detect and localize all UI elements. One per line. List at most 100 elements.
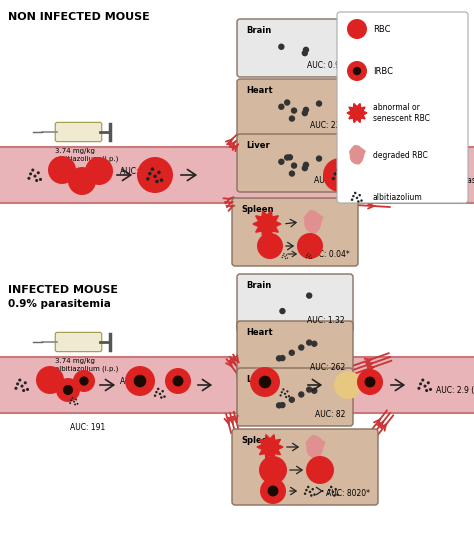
Circle shape <box>419 383 422 385</box>
Circle shape <box>75 398 77 401</box>
Polygon shape <box>347 104 367 123</box>
Circle shape <box>157 387 159 390</box>
Circle shape <box>333 494 336 496</box>
Circle shape <box>37 171 40 174</box>
Circle shape <box>163 395 166 398</box>
Circle shape <box>160 178 164 182</box>
FancyBboxPatch shape <box>55 122 102 142</box>
Circle shape <box>287 257 288 259</box>
Circle shape <box>412 171 415 174</box>
Circle shape <box>418 387 420 390</box>
Circle shape <box>36 366 64 394</box>
Circle shape <box>330 486 332 488</box>
Polygon shape <box>304 210 323 233</box>
Circle shape <box>63 385 73 395</box>
Circle shape <box>317 156 321 161</box>
Circle shape <box>276 403 282 408</box>
Circle shape <box>283 253 285 255</box>
Circle shape <box>146 177 150 181</box>
Circle shape <box>307 340 312 345</box>
Circle shape <box>347 19 367 39</box>
Circle shape <box>427 382 430 384</box>
Circle shape <box>56 378 80 402</box>
Circle shape <box>148 172 152 175</box>
Circle shape <box>307 253 309 255</box>
FancyBboxPatch shape <box>232 429 378 505</box>
Circle shape <box>402 177 405 180</box>
Circle shape <box>285 155 290 160</box>
Text: AUC: 1.32: AUC: 1.32 <box>307 316 345 325</box>
Circle shape <box>307 293 312 298</box>
Circle shape <box>306 456 334 484</box>
Circle shape <box>79 377 89 386</box>
Circle shape <box>344 178 348 181</box>
Circle shape <box>154 395 156 397</box>
Circle shape <box>257 233 283 259</box>
Text: albitiazolium: albitiazolium <box>373 192 423 202</box>
Bar <box>0 147 474 203</box>
Circle shape <box>347 61 367 81</box>
Text: abnormal or
senescent RBC: abnormal or senescent RBC <box>373 104 430 123</box>
Circle shape <box>312 388 317 393</box>
Circle shape <box>358 194 361 196</box>
Text: AUC: 93: AUC: 93 <box>314 176 345 185</box>
Text: RBC: RBC <box>373 25 391 33</box>
Circle shape <box>304 493 306 495</box>
Circle shape <box>302 51 307 56</box>
Circle shape <box>39 178 42 181</box>
Circle shape <box>353 67 361 75</box>
Circle shape <box>276 356 282 361</box>
Circle shape <box>134 375 146 387</box>
Circle shape <box>153 174 157 178</box>
Circle shape <box>290 171 294 176</box>
Circle shape <box>279 44 284 49</box>
Circle shape <box>423 385 427 387</box>
Circle shape <box>20 385 24 387</box>
Circle shape <box>26 388 29 391</box>
Circle shape <box>259 376 271 388</box>
Circle shape <box>85 157 113 185</box>
Text: Spleen: Spleen <box>241 436 273 445</box>
Circle shape <box>283 388 284 391</box>
FancyBboxPatch shape <box>237 368 353 426</box>
Text: Heart: Heart <box>246 328 273 337</box>
Circle shape <box>360 199 363 202</box>
Circle shape <box>125 366 155 396</box>
Circle shape <box>73 370 95 392</box>
Circle shape <box>299 345 304 350</box>
Circle shape <box>14 387 18 390</box>
Circle shape <box>157 171 161 174</box>
Circle shape <box>137 157 173 193</box>
Text: AUC: 0.6: AUC: 0.6 <box>120 167 153 176</box>
Circle shape <box>302 166 307 171</box>
Circle shape <box>351 198 353 201</box>
Circle shape <box>279 104 284 109</box>
FancyBboxPatch shape <box>337 12 468 203</box>
Circle shape <box>16 383 19 385</box>
Bar <box>0 357 474 413</box>
Circle shape <box>74 403 76 405</box>
Circle shape <box>24 382 27 384</box>
Circle shape <box>308 256 310 257</box>
Circle shape <box>404 172 407 175</box>
Circle shape <box>306 255 308 256</box>
Circle shape <box>285 258 286 259</box>
Text: AUC: 0.6: AUC: 0.6 <box>120 377 153 386</box>
Circle shape <box>279 159 284 164</box>
Circle shape <box>352 195 355 197</box>
Text: degraded RBC: degraded RBC <box>373 150 428 160</box>
Circle shape <box>302 111 307 116</box>
FancyBboxPatch shape <box>232 198 358 266</box>
Circle shape <box>35 179 38 182</box>
Circle shape <box>162 390 164 392</box>
Circle shape <box>280 308 285 313</box>
FancyBboxPatch shape <box>237 19 353 77</box>
Circle shape <box>34 174 36 178</box>
Circle shape <box>307 387 312 392</box>
FancyBboxPatch shape <box>237 321 353 379</box>
Circle shape <box>292 163 297 168</box>
Circle shape <box>336 168 339 171</box>
Text: Brain: Brain <box>246 26 271 35</box>
Circle shape <box>76 403 79 405</box>
Circle shape <box>429 388 432 391</box>
